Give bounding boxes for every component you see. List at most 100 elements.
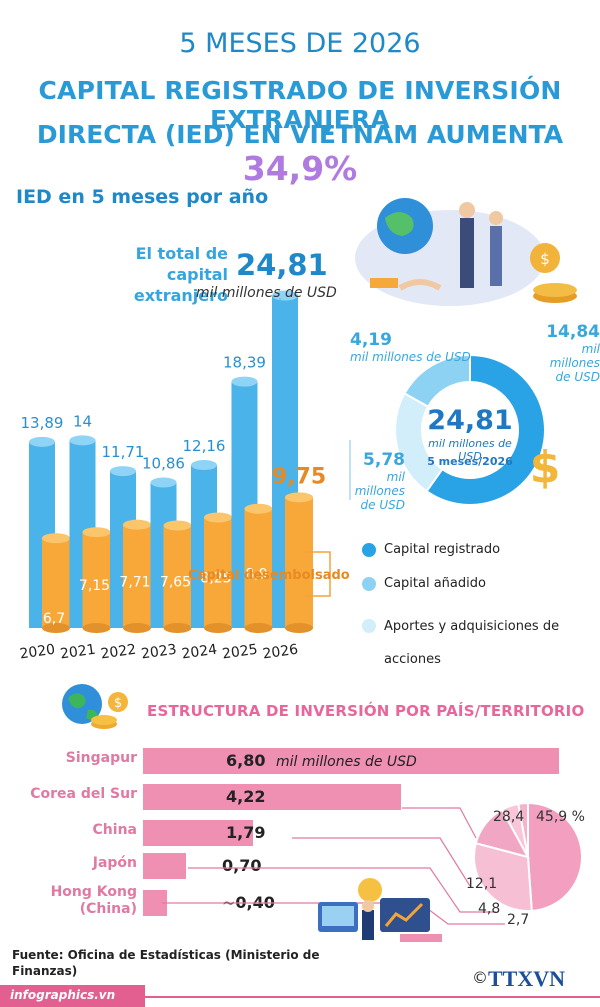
svg-text:$: $	[114, 696, 122, 711]
bar-disbursed-base-2023	[163, 623, 192, 633]
donut-center-period: 5 meses/2026	[427, 455, 513, 468]
pie-slice-korea	[473, 841, 533, 912]
country-bar-china	[143, 820, 253, 846]
connector-china	[292, 837, 471, 887]
donut-center-unit: mil millones de USD	[428, 437, 512, 463]
country-value-korea: 4,22	[226, 787, 266, 806]
footer-rule	[130, 996, 600, 998]
dollar-sign-icon: $	[530, 442, 561, 493]
donut-label-added: 4,19 mil millones de USD	[350, 330, 490, 364]
pie-slice-hongkong	[517, 801, 529, 858]
pie-slice-singapore	[527, 801, 583, 912]
disbursed-label: Capital desembolsado	[188, 568, 350, 583]
donut-slice-added	[403, 353, 471, 408]
country-unit: mil millones de USD	[276, 754, 417, 770]
donut-shares-unit: mil millones de USD	[354, 470, 405, 512]
country-value-japan: 0,70	[222, 856, 262, 875]
legend-dot-shares	[362, 619, 376, 633]
total-capital-label: El total de capital extranjero	[133, 244, 228, 305]
header-title-line2: DIRECTA (IED) EN VIETNAM AUMENTA 34,9%	[0, 120, 600, 188]
svg-text:$: $	[540, 250, 550, 268]
capital-donut	[349, 353, 546, 506]
bar-disbursed-base-2021	[82, 623, 111, 633]
label-total-2023: 10,86	[142, 454, 185, 472]
country-label-china: China	[92, 822, 137, 838]
bar-disbursed-base-2022	[123, 623, 151, 633]
label-disbursed-2021: 7,15	[79, 578, 110, 594]
bar-disbursed-2021	[82, 532, 111, 628]
bar-disbursed-top-2026	[285, 492, 313, 503]
header-growth-pct: 34,9%	[242, 149, 358, 188]
bar-disbursed-top-2024	[204, 512, 232, 523]
bar-disbursed-top-2022	[123, 519, 151, 530]
donut-label-shares: 5,78 mil millones de USD	[345, 450, 405, 512]
source-note: Fuente: Oficina de Estadísticas (Ministe…	[12, 948, 320, 978]
legend-shares: Aportes y adquisiciones de acciones	[362, 610, 584, 676]
investment-analysis-illustration	[318, 878, 442, 942]
year-label-2022: 2022	[100, 642, 138, 663]
legend-added: Capital añadido	[362, 576, 486, 591]
pie-label-japan: 4,8	[478, 901, 501, 917]
fdi-yearly-chart: 13,89 6,7 2020 14 7,15 2021 11,71 7,71 2022 10,86…	[19, 290, 350, 663]
connector-hongkong	[162, 902, 505, 925]
country-value-china: 1,79	[226, 823, 266, 842]
label-total-2020: 13,89	[21, 414, 64, 432]
bar-disbursed-top-2021	[82, 527, 111, 538]
label-disbursed-2022: 7,71	[119, 574, 150, 590]
bar-disbursed-base-2024	[204, 623, 232, 633]
label-disbursed-2023: 7,65	[160, 575, 191, 591]
donut-slice-registered	[425, 353, 546, 506]
label-total-2024: 12,16	[183, 437, 226, 455]
pie-label-singapore: 45,9 %	[536, 809, 585, 825]
label-total-2022: 11,71	[102, 443, 145, 461]
bar-disbursed-top-2023	[163, 520, 192, 531]
label-disbursed-2025: 8,9	[245, 566, 267, 582]
donut-shares-value: 5,78	[363, 450, 405, 470]
bar-total-top-2021	[69, 435, 96, 446]
country-value-singapore: 6,80	[226, 751, 266, 770]
bar-disbursed-top-2020	[42, 533, 70, 544]
bar-disbursed-base-2026	[285, 623, 313, 633]
connector-korea	[402, 807, 477, 839]
bar-disbursed-2025	[244, 508, 273, 628]
country-label-japan: Japón	[92, 855, 137, 871]
donut-label-registered: 14,84 mil millones de USD	[534, 322, 600, 384]
year-label-2021: 2021	[59, 642, 97, 663]
business-handshake-illustration: $	[355, 198, 577, 306]
label-total-2025: 18,39	[223, 354, 266, 372]
year-label-2023: 2023	[140, 642, 178, 663]
bar-disbursed-2020	[42, 538, 70, 628]
bar-disbursed-2024	[204, 517, 232, 628]
bar-total-top-2025	[231, 376, 258, 387]
legend-added-label: Capital añadido	[384, 576, 486, 591]
pie-label-hongkong: 2,7	[507, 912, 530, 928]
year-label-2026: 2026	[262, 642, 300, 663]
legend-dot-added	[362, 577, 376, 591]
copyright-symbol: ©	[472, 968, 488, 987]
bar-disbursed-base-2025	[244, 623, 273, 633]
footer-website-band: infographics.vn	[0, 985, 145, 1007]
svg-text:$: $	[530, 442, 561, 493]
country-bar-japan	[143, 853, 186, 879]
total-capital-value: 24,81	[236, 248, 328, 282]
footer-website: infographics.vn	[10, 988, 116, 1002]
bar-total-top-2026	[272, 290, 298, 301]
pie-label-korea: 28,4	[493, 809, 525, 825]
section1-title: IED en 5 meses por año	[16, 186, 269, 208]
label-disbursed-2024: 8,25	[200, 571, 231, 587]
ttxvn-logo: TTXVN	[488, 966, 566, 991]
legend-dot-registered	[362, 543, 376, 557]
section2-title: ESTRUCTURA DE INVERSIÓN POR PAÍS/TERRITO…	[147, 702, 585, 720]
label-disbursed-2020: 6,7	[43, 611, 65, 627]
legend-registered-label: Capital registrado	[384, 542, 501, 557]
year-label-2024: 2024	[181, 642, 219, 663]
label-total-2021: 14	[73, 412, 92, 430]
bar-disbursed-2026	[285, 497, 313, 628]
header: 5 MESES DE 2026 CAPITAL REGISTRADO DE IN…	[0, 0, 600, 188]
disbursed-bracket	[305, 551, 331, 597]
connector-japan	[188, 867, 496, 913]
bar-disbursed-base-2020	[42, 623, 70, 633]
bar-total-top-2022	[110, 466, 136, 477]
country-bar-korea	[143, 784, 402, 810]
